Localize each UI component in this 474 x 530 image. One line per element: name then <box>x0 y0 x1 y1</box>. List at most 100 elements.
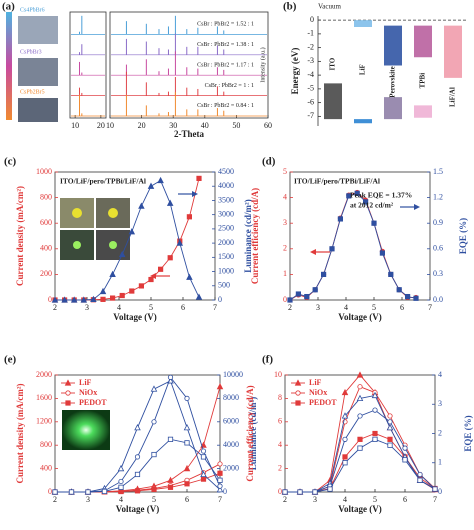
category-label: LiF <box>359 64 367 75</box>
y-tick-label: 0 <box>278 487 282 496</box>
y2-tick-label: 2000 <box>223 463 239 472</box>
marker <box>117 464 125 472</box>
vacuum-label: Vacuum <box>318 3 341 11</box>
y2-tick-label: 0 <box>438 487 442 496</box>
legend-label: NiOx <box>309 388 327 397</box>
x-tick-label: 6 <box>403 495 407 504</box>
marker <box>167 436 174 442</box>
marker <box>413 295 419 301</box>
marker <box>337 216 344 222</box>
y2-tick-label: 1000 <box>218 266 234 275</box>
arrow-head <box>150 273 156 279</box>
marker <box>109 270 116 278</box>
x-tick-label: 5 <box>152 495 156 504</box>
marker <box>402 457 408 463</box>
y-tick-label: 1600 <box>36 393 52 402</box>
marker <box>167 255 173 261</box>
marker <box>200 448 207 454</box>
marker <box>138 283 144 289</box>
crystal-image <box>18 58 58 86</box>
marker <box>157 266 164 272</box>
x-tick-label: 50 <box>232 121 240 130</box>
y2-tick-label: 0 <box>218 295 222 304</box>
y2-tick-label: 3000 <box>218 209 234 218</box>
y2-tick-label: 1500 <box>218 252 234 261</box>
marker <box>138 202 145 209</box>
marker <box>329 246 335 252</box>
marker <box>151 451 157 458</box>
y2-tick-label: 2000 <box>218 238 234 247</box>
series-line <box>285 433 436 493</box>
y2-axis-label: EQE (%) <box>463 415 473 451</box>
y-tick-label: 5 <box>283 167 287 176</box>
y-tick-label: -5 <box>307 84 314 93</box>
x-tick-label: 3 <box>86 495 90 504</box>
marker <box>387 436 393 442</box>
marker <box>371 220 377 226</box>
annotation: at 2012 cd/m² <box>350 201 394 210</box>
y2-axis-label: EQE (%) <box>458 218 468 254</box>
energy-level <box>414 25 432 58</box>
marker <box>52 489 58 495</box>
y-tick-label: -1 <box>307 29 314 38</box>
y2-tick-label: 2 <box>438 428 442 437</box>
y-tick-label: 800 <box>40 440 52 449</box>
y2-tick-label: 1.5 <box>433 167 443 176</box>
marker <box>151 419 157 425</box>
marker <box>184 395 190 401</box>
marker <box>90 295 97 303</box>
x-axis-label: Voltage (V) <box>338 312 381 322</box>
energy-level <box>384 25 402 66</box>
marker <box>312 287 318 293</box>
x-tick-label: 5 <box>373 495 377 504</box>
marker <box>134 471 141 478</box>
marker <box>101 488 108 495</box>
marker <box>357 445 363 451</box>
plot-frame <box>289 171 431 301</box>
y-tick-label: 8 <box>278 393 282 402</box>
panel-label: (b) <box>283 1 297 13</box>
marker <box>387 419 393 425</box>
marker <box>147 182 155 189</box>
y-tick-label: 400 <box>40 463 52 472</box>
marker <box>200 454 207 460</box>
marker <box>371 391 379 399</box>
y2-tick-label: 4500 <box>218 167 234 176</box>
series-line <box>285 394 436 493</box>
y-tick-label: 600 <box>40 218 52 227</box>
marker <box>217 470 223 476</box>
x-tick-label: 6 <box>181 303 185 312</box>
legend-label: LiF <box>79 378 92 387</box>
marker <box>183 423 191 431</box>
energy-level <box>384 97 402 120</box>
x-tick-label: 5 <box>149 303 153 312</box>
panel-label: (e) <box>4 354 17 366</box>
y-tick-label: 1200 <box>36 417 52 426</box>
y2-tick-label: 6000 <box>223 417 239 426</box>
marker <box>200 476 207 482</box>
marker <box>99 287 107 295</box>
y2-tick-label: 1.2 <box>433 192 443 201</box>
marker <box>341 388 349 396</box>
marker <box>388 271 394 278</box>
y-tick-label: -2 <box>307 42 314 51</box>
marker <box>128 228 136 235</box>
marker <box>134 488 141 494</box>
x-tick-label: 7 <box>218 495 222 504</box>
x-tick-label: 30 <box>169 121 177 130</box>
legend-marker <box>65 390 71 396</box>
legend-marker <box>64 379 72 386</box>
marker <box>327 486 333 492</box>
marker <box>432 486 438 492</box>
series-line <box>285 409 436 493</box>
y2-tick-label: 8000 <box>223 393 239 402</box>
panel-label: (d) <box>262 156 276 168</box>
x-axis-label: 2-Theta <box>174 129 204 139</box>
x-axis-label: Voltage (V) <box>113 312 156 322</box>
marker <box>342 436 348 442</box>
x-tick-label: 20 <box>138 121 146 130</box>
marker <box>396 287 402 293</box>
marker <box>176 239 184 246</box>
marker <box>356 371 364 378</box>
